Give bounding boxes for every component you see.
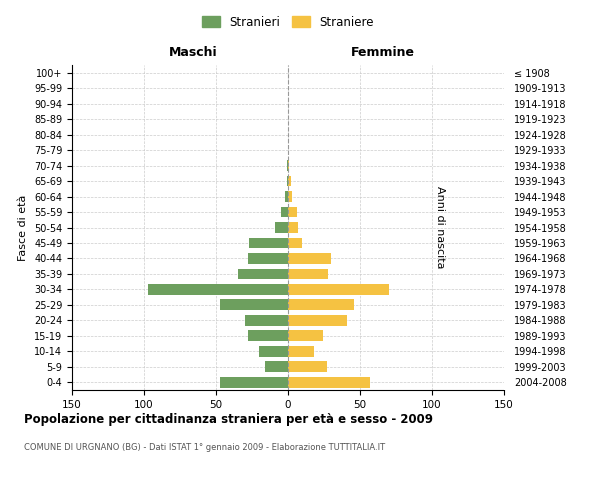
Bar (238, 268, 288, 280)
Bar (288, 346, 314, 356)
Bar (281, 206, 288, 218)
Bar (249, 238, 288, 248)
Bar (248, 330, 288, 341)
Bar (288, 206, 296, 218)
Text: Femmine: Femmine (351, 46, 415, 59)
Bar (285, 191, 288, 202)
Bar (288, 284, 389, 295)
Bar (275, 222, 288, 233)
Bar (288, 253, 331, 264)
Bar (288, 362, 327, 372)
Bar (259, 346, 288, 356)
Bar (288, 176, 291, 186)
Legend: Stranieri, Straniere: Stranieri, Straniere (197, 11, 379, 34)
Bar (288, 160, 289, 171)
Bar (288, 377, 370, 388)
Bar (265, 362, 288, 372)
Bar (288, 300, 354, 310)
Bar (288, 330, 323, 341)
Text: Maschi: Maschi (169, 46, 217, 59)
Bar (148, 284, 288, 295)
Bar (288, 238, 302, 248)
Bar (220, 300, 288, 310)
Y-axis label: Anni di nascita: Anni di nascita (434, 186, 445, 269)
Bar (287, 176, 288, 186)
Bar (245, 315, 288, 326)
Bar (288, 222, 298, 233)
Bar (220, 377, 288, 388)
Bar (287, 160, 288, 171)
Bar (248, 253, 288, 264)
Bar (288, 268, 328, 280)
Bar (288, 191, 292, 202)
Text: Popolazione per cittadinanza straniera per età e sesso - 2009: Popolazione per cittadinanza straniera p… (24, 412, 433, 426)
Text: COMUNE DI URGNANO (BG) - Dati ISTAT 1° gennaio 2009 - Elaborazione TUTTITALIA.IT: COMUNE DI URGNANO (BG) - Dati ISTAT 1° g… (24, 442, 385, 452)
Bar (288, 315, 347, 326)
Y-axis label: Fasce di età: Fasce di età (19, 194, 28, 260)
